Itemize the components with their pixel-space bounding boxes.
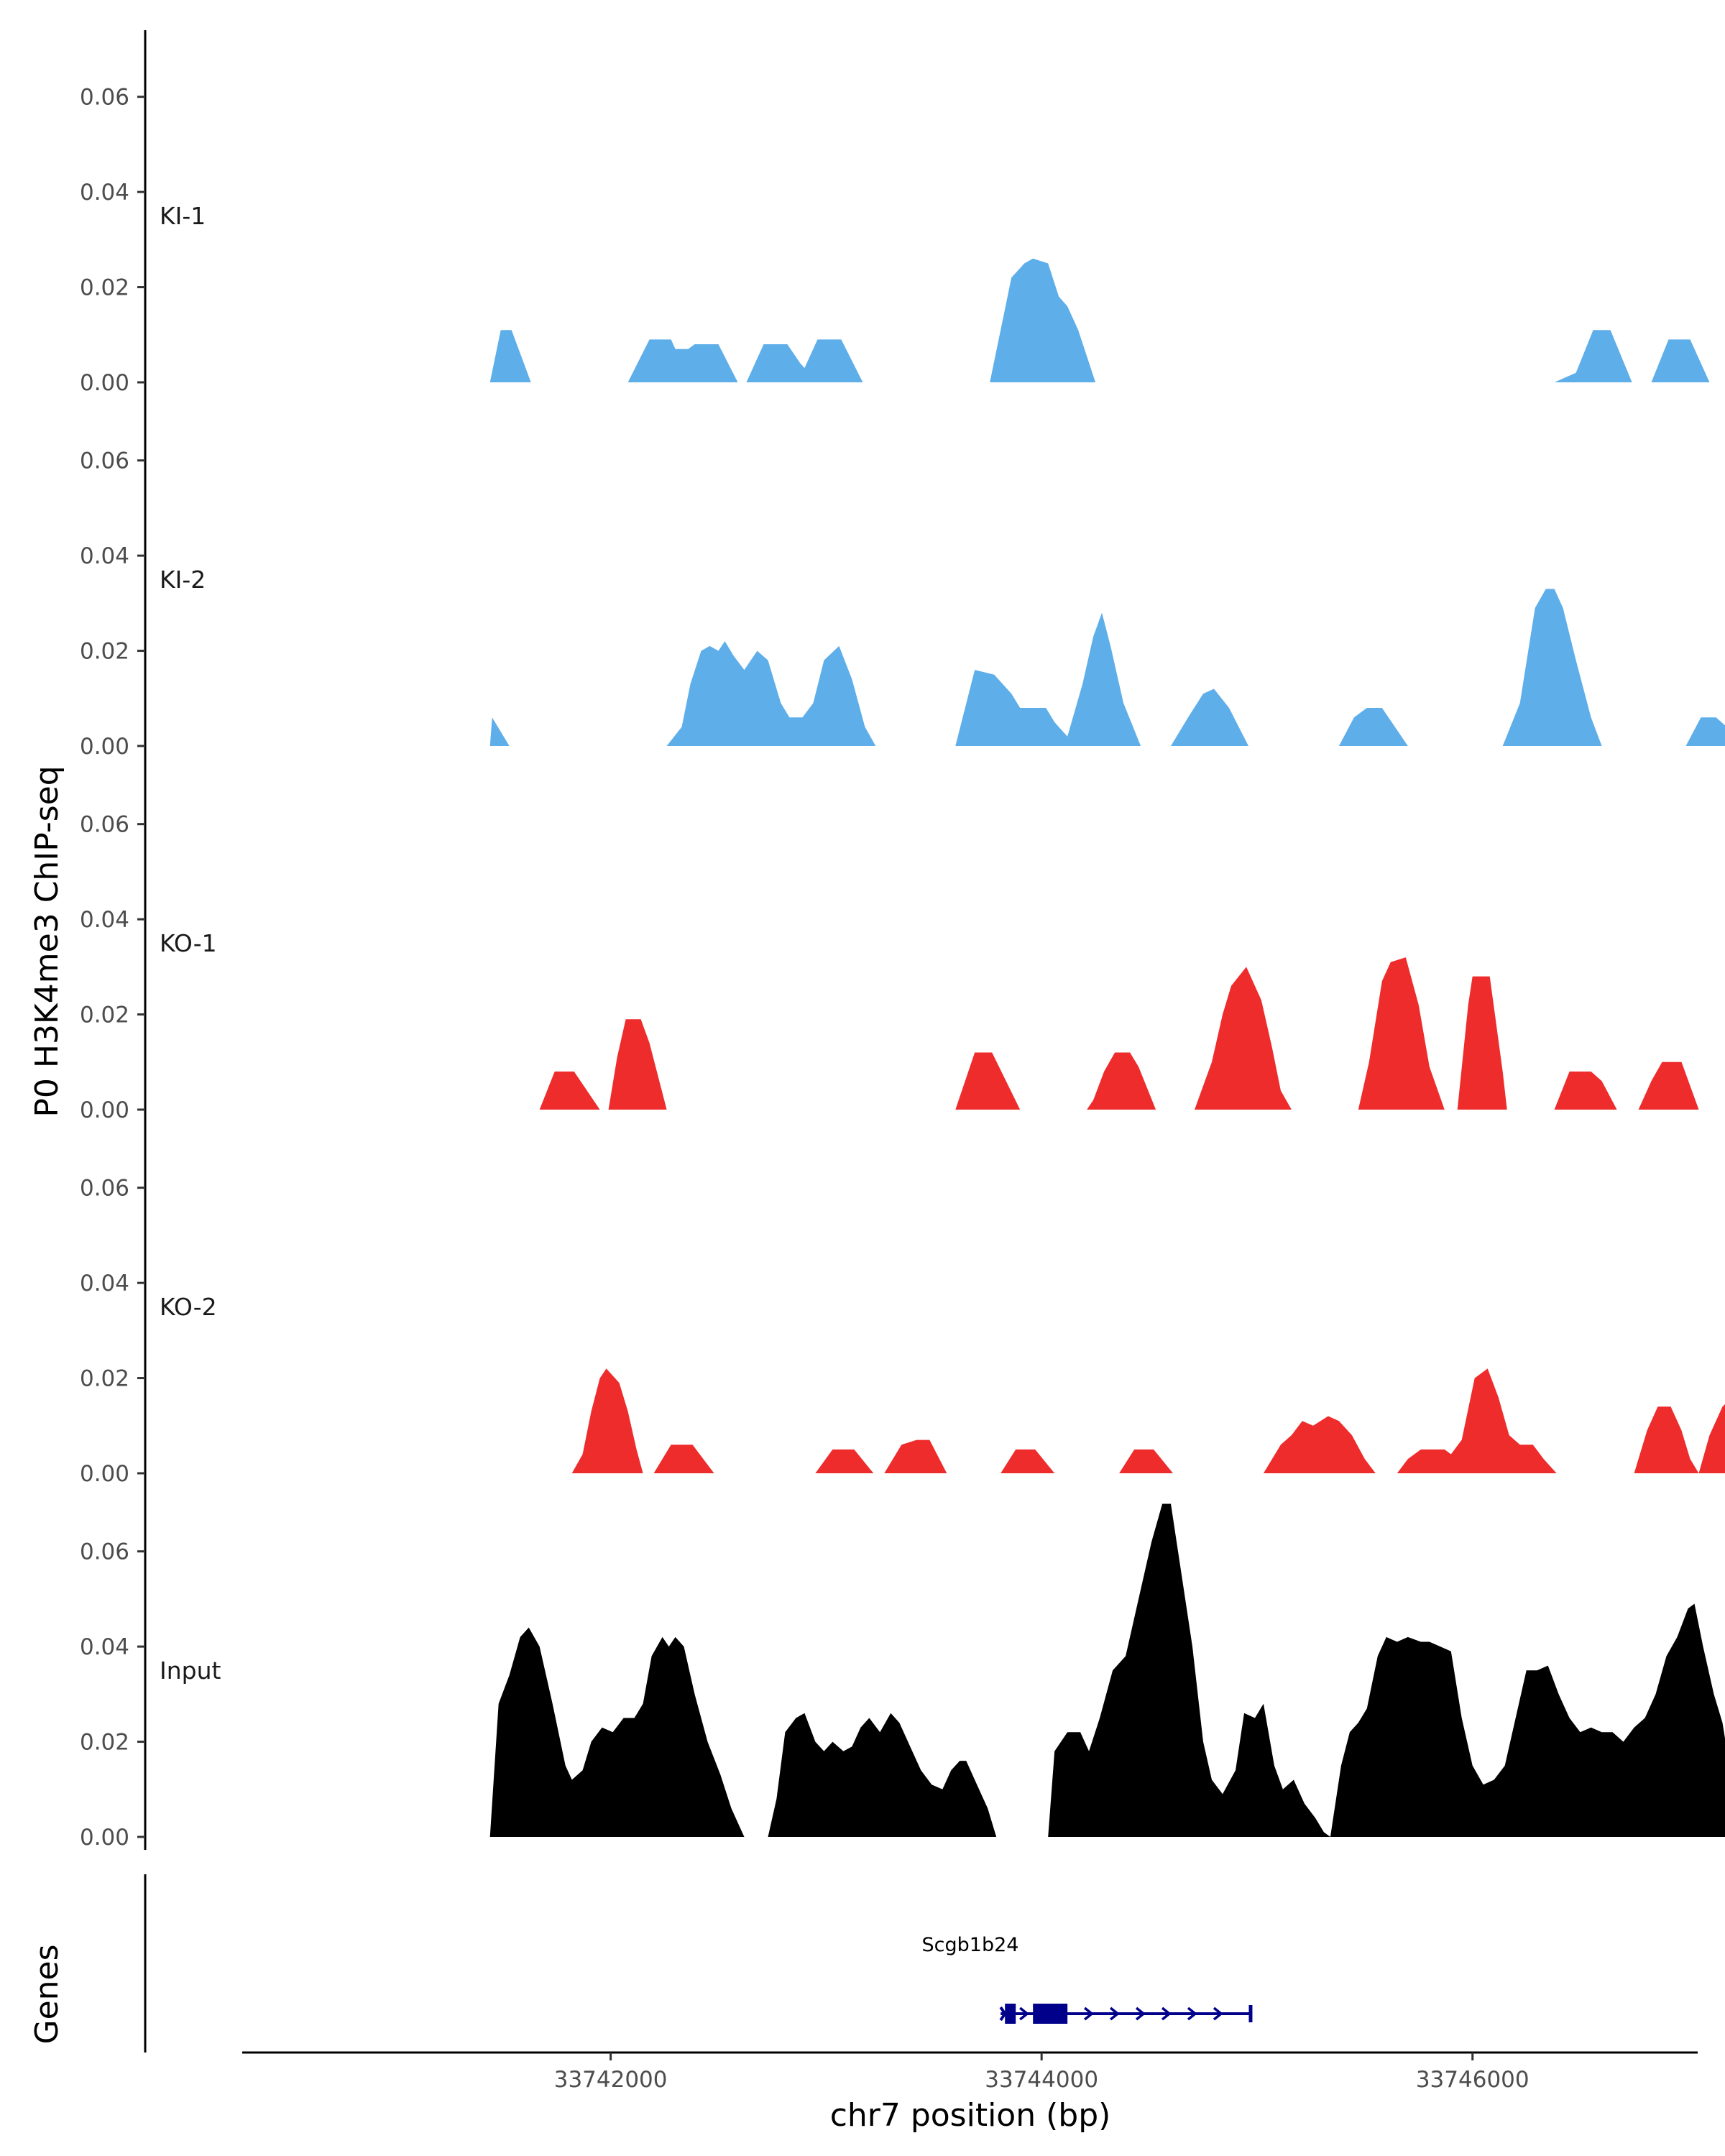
track-label: KI-2 [160,566,206,594]
signal-area [1554,1072,1617,1110]
gene-panel: Scgb1b24 [144,1874,1253,2053]
signal-area [1330,1603,1725,1837]
signal-area [746,339,863,382]
y-tick-label: 0.02 [80,275,129,301]
y-tick-label: 0.00 [80,1825,129,1851]
signal-area [489,1627,745,1837]
y-tick-label: 0.02 [80,1730,129,1756]
gene-start-marker [999,2006,1006,2015]
y-tick-label: 0.00 [80,734,129,760]
signal-area [1397,1368,1557,1473]
tracks-layer: 0.00 0.02 0.04 0.06 KI-1 0.00 0.02 0.04 0.06 KI-2… [80,30,1725,1851]
x-tick-label: 33746000 [1416,2067,1530,2093]
gene-start-marker [999,2012,1006,2022]
y-tick-label: 0.02 [80,1003,129,1028]
signal-area [489,717,510,746]
track-label: KO-2 [160,1293,217,1321]
y-tick-label: 0.02 [80,639,129,665]
y-tick-label: 0.06 [80,1539,129,1565]
strand-arrow [1187,2007,1197,2021]
track-ki-1: 0.00 0.02 0.04 0.06 KI-1 [80,30,1710,396]
y-tick-label: 0.04 [80,180,129,206]
signal-area [1651,339,1710,382]
track-label: Input [160,1657,221,1685]
strand-arrow [1110,2007,1120,2021]
signal-area [539,1072,600,1110]
y-tick-label: 0.06 [80,812,129,838]
signal-area [1048,1503,1330,1837]
x-tick-label: 33744000 [985,2067,1098,2093]
y-tick-label: 0.02 [80,1366,129,1392]
y-axis-title: P0 H3K4me3 ChIP-seq [29,765,65,1117]
y-tick-label: 0.04 [80,1634,129,1660]
signal-area [608,1019,667,1110]
signal-area [1119,1449,1173,1473]
signal-area [1457,976,1512,1110]
signal-area [1263,1416,1376,1473]
y-tick-label: 0.00 [80,1461,129,1487]
y-tick-label: 0.00 [80,370,129,396]
y-tick-label: 0.00 [80,1097,129,1123]
signal-area [884,1439,947,1473]
signal-area [1685,717,1725,746]
track-ko-2: 0.00 0.02 0.04 0.06 KO-2 [80,1121,1725,1487]
strand-arrow [1213,2007,1223,2021]
x-tick-label: 33742000 [554,2067,668,2093]
strand-arrow [1084,2007,1094,2021]
signal-area [627,339,738,382]
signal-area [1171,688,1248,746]
x-axis-title: chr7 position (bp) [830,2097,1111,2134]
genes-axis-title: Genes [29,1944,65,2044]
signal-area [815,1449,874,1473]
signal-area [1502,589,1602,746]
signal-area [1634,1404,1725,1473]
strand-arrow [1019,2007,1029,2021]
signal-area [955,1052,1021,1110]
gene-name-label: Scgb1b24 [922,1934,1019,1956]
signal-area [1087,1052,1156,1110]
y-tick-label: 0.06 [80,448,129,474]
signal-area [768,1713,997,1837]
signal-area [666,641,876,746]
signal-area [1338,708,1408,746]
signal-area [1554,330,1632,382]
signal-area [653,1445,714,1473]
signal-area [1000,1449,1055,1473]
signal-area [489,330,531,382]
y-tick-label: 0.04 [80,543,129,569]
strand-arrow [1135,2007,1146,2021]
signal-area [571,1368,643,1473]
track-label: KI-1 [160,202,206,230]
signal-area [1195,967,1292,1110]
track-label: KO-1 [160,929,217,957]
y-tick-label: 0.06 [80,85,129,111]
y-tick-label: 0.04 [80,1271,129,1296]
track-ko-1: 0.00 0.02 0.04 0.06 KO-1 [80,757,1699,1123]
gene-exon [1005,2004,1016,2024]
y-tick-label: 0.04 [80,907,129,933]
y-tick-label: 0.06 [80,1176,129,1202]
signal-area [955,612,1141,746]
track-ki-2: 0.00 0.02 0.04 0.06 KI-2 [80,394,1725,760]
signal-area [1358,957,1445,1110]
signal-area [1638,1061,1699,1110]
strand-arrow [1161,2007,1172,2021]
gene-exon [1033,2004,1068,2024]
signal-area [990,258,1096,382]
track-input: 0.00 0.02 0.04 0.06 Input [80,1485,1725,1851]
